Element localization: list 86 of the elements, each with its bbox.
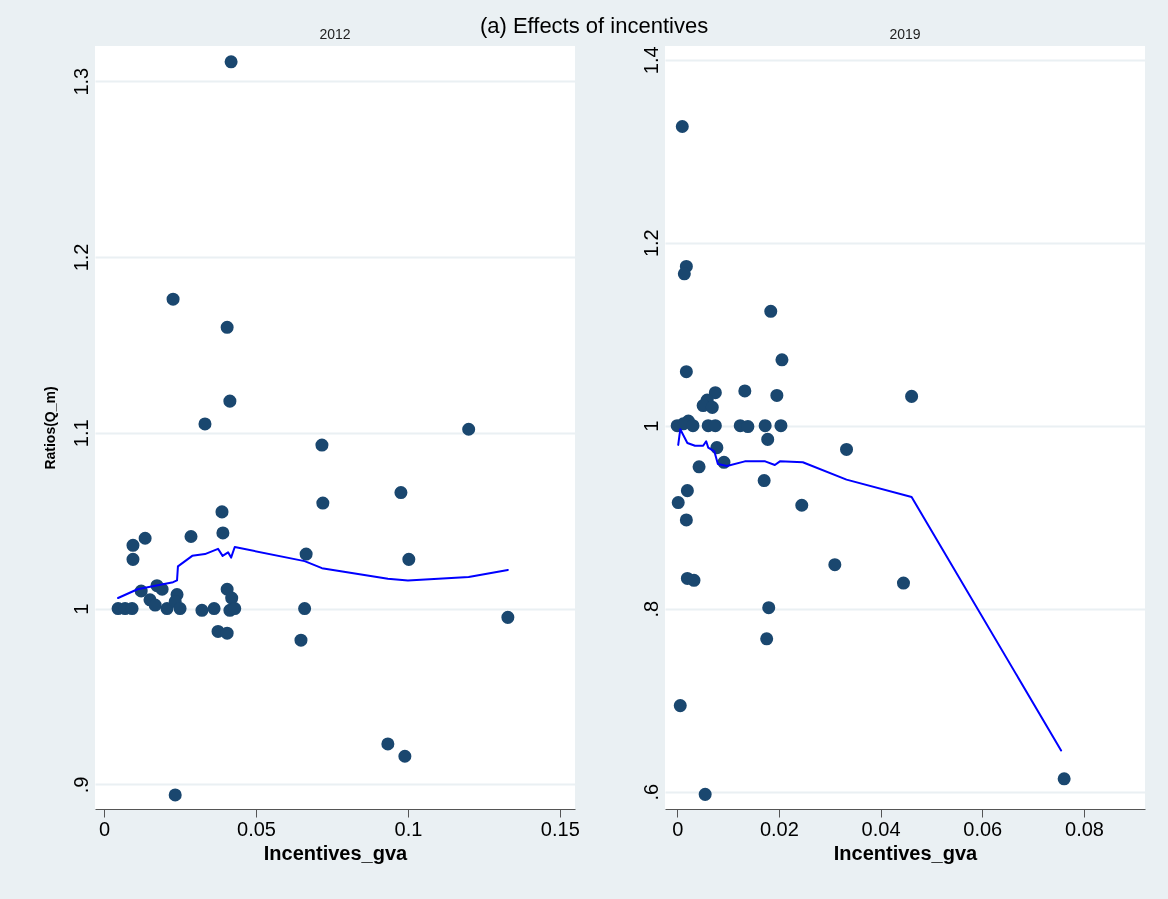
point [675,120,689,134]
point [462,422,476,436]
point [173,602,187,616]
y-tick-label: 1.1 [69,419,92,448]
chart-subtitle: 2012 [319,26,351,42]
x-tick-label: 0 [672,817,684,840]
y-tick-label: 1.4 [639,46,662,75]
point [840,442,854,456]
point [501,610,515,624]
point [708,386,722,400]
point [738,384,752,398]
y-tick-label: .9 [69,776,92,794]
point [126,552,140,566]
point [757,474,771,488]
point [741,420,755,434]
point [220,626,234,640]
x-tick-label: 0.04 [861,817,901,840]
point [184,529,198,544]
point [220,320,234,334]
point [686,419,700,433]
point [775,353,789,367]
point [828,558,842,572]
point [402,552,416,566]
point [215,505,229,519]
point [168,788,182,802]
point [298,602,312,616]
point [673,699,687,713]
point [679,513,693,527]
point [760,632,774,646]
point [774,419,788,433]
point [316,496,330,510]
x-tick-label: 0 [99,817,111,840]
x-tick-label: 0.02 [759,817,799,840]
y-tick-label: .6 [639,783,662,801]
x-tick-label: 0.15 [540,817,580,840]
line-series [117,546,509,600]
y-tick-label: 1 [639,420,662,432]
x-axis-title: Incentives_gva [833,841,979,864]
x-tick-label: 0.08 [1065,817,1104,840]
y-tick-label: 1 [69,603,92,615]
point [764,304,778,318]
x-tick-label: 0.05 [237,817,276,840]
point [896,576,910,590]
point [315,438,329,452]
point [198,417,212,431]
y-tick-label: 1.3 [69,67,92,96]
point [216,526,230,540]
point [1057,772,1071,786]
point [680,484,694,498]
point [160,602,174,616]
x-tick-label: 0.06 [963,817,1003,840]
point [224,55,238,69]
point [207,602,221,616]
point [770,388,784,402]
point [223,394,237,408]
point [762,601,776,615]
point [398,749,412,763]
chart-subtitle: 2019 [889,25,921,42]
point [705,400,719,414]
point [148,598,162,612]
point [758,419,772,433]
point [166,292,180,306]
point [905,389,919,403]
point [795,498,809,512]
chart-title: (a) Effects of incentives [479,12,709,38]
y-tick-label: 1.2 [639,229,662,258]
point [679,365,693,379]
point [381,737,395,751]
point [692,460,706,474]
x-tick-label: 0.1 [394,817,423,840]
y-tick-label: 1.2 [69,243,92,272]
point [671,496,685,510]
point [138,531,152,545]
point [126,538,140,552]
point [299,547,313,561]
x-axis-title: Incentives_gva [263,841,409,864]
point [677,267,691,281]
y-axis-title: Ratios(Q_m) [41,386,58,470]
point [195,603,209,617]
point [687,573,701,587]
point [698,787,712,801]
point [761,432,775,446]
y-tick-label: .8 [639,600,662,618]
point [394,486,408,500]
point [294,633,308,647]
point [225,591,239,605]
